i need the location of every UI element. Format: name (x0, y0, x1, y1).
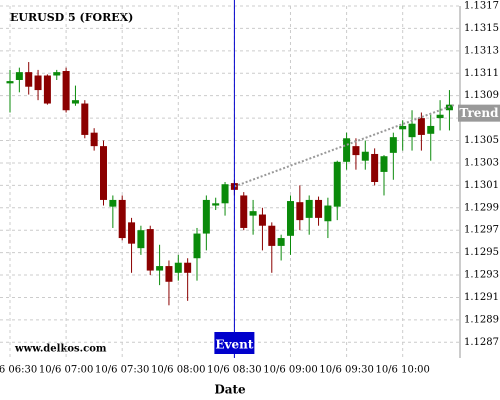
candle-body (389, 137, 397, 153)
candle-body (156, 266, 164, 271)
y-tick-label: 1.1291 (464, 292, 499, 303)
y-tick-label: 1.1301 (464, 180, 499, 191)
candle-body (174, 262, 182, 273)
y-tick-label: 1.1295 (464, 247, 499, 258)
candle-body (427, 125, 435, 134)
candle-body (296, 202, 304, 221)
candle-body (399, 125, 407, 130)
trend-label: Trend (459, 106, 499, 120)
x-tick-label: 10/6 07:30 (95, 365, 149, 376)
candle-body (137, 230, 145, 249)
candle-body (109, 199, 117, 207)
x-tick-label: 10/6 08:00 (151, 365, 205, 376)
candle-body (81, 103, 89, 135)
candle-body (118, 199, 126, 239)
y-tick-label: 1.1287 (464, 337, 499, 348)
x-tick-label: 10/6 09:30 (319, 365, 373, 376)
candle-body (333, 161, 341, 207)
candle-body (324, 205, 332, 222)
candle-body (268, 225, 276, 246)
candle-body (258, 214, 266, 226)
y-tick-label: 1.1313 (464, 45, 499, 56)
x-tick-label: 10/6 10:00 (375, 365, 429, 376)
chart-title: EURUSD 5 (FOREX) (10, 11, 133, 24)
y-tick-label: 1.1311 (464, 68, 499, 79)
candle-body (221, 184, 229, 204)
candle-body (436, 114, 444, 119)
event-label: Event (215, 338, 253, 352)
candle-body (34, 75, 42, 91)
y-tick-label: 1.1305 (464, 135, 499, 146)
candle-body (43, 75, 51, 104)
candle-body (100, 146, 107, 200)
candle-body (25, 72, 33, 87)
candle-body (53, 72, 61, 76)
candle-body (286, 201, 294, 236)
candle-body (90, 132, 98, 147)
candle-body (380, 156, 388, 172)
x-tick-label: 10/6 08:30 (207, 365, 261, 376)
candle-body (62, 71, 70, 111)
candle-body (15, 72, 23, 80)
candle-body (165, 266, 173, 282)
candle-body (417, 118, 425, 135)
y-tick-label: 1.1297 (464, 225, 499, 236)
candle-body (343, 138, 351, 162)
candle-body (202, 199, 210, 234)
candle-body (408, 123, 416, 138)
candle-body (193, 233, 201, 259)
candle-body (240, 195, 248, 228)
x-tick-label: 10/6 07:00 (39, 365, 93, 376)
candle-body (146, 229, 154, 271)
x-tick-label: 10/6 06:30 (0, 365, 37, 376)
y-tick-label: 1.1315 (464, 23, 499, 34)
y-tick-label: 1.1299 (464, 202, 499, 213)
y-tick-label: 1.1317 (464, 1, 499, 12)
candle-body (71, 100, 79, 104)
trend-label-box (458, 104, 500, 122)
candle-body (315, 199, 323, 218)
trend-line (234, 103, 456, 188)
watermark: www.delkos.com (14, 344, 107, 355)
candle-body (249, 211, 257, 216)
y-tick-label: 1.1293 (464, 270, 499, 281)
x-axis-label: Date (214, 383, 246, 397)
candle-body (371, 153, 379, 182)
y-tick-label: 1.1309 (464, 90, 499, 101)
candle-body (184, 262, 192, 273)
y-tick-label: 1.1303 (464, 157, 499, 168)
candle-body (352, 146, 360, 156)
candle-body (6, 81, 14, 84)
candle-body (128, 222, 136, 244)
candle-body (361, 151, 369, 161)
y-tick-label: 1.1289 (464, 314, 499, 325)
candle-body (277, 238, 285, 246)
event-label-box (214, 332, 255, 354)
x-tick-label: 10/6 09:00 (263, 365, 317, 376)
candle-body (212, 203, 220, 206)
candle-body (305, 199, 313, 218)
